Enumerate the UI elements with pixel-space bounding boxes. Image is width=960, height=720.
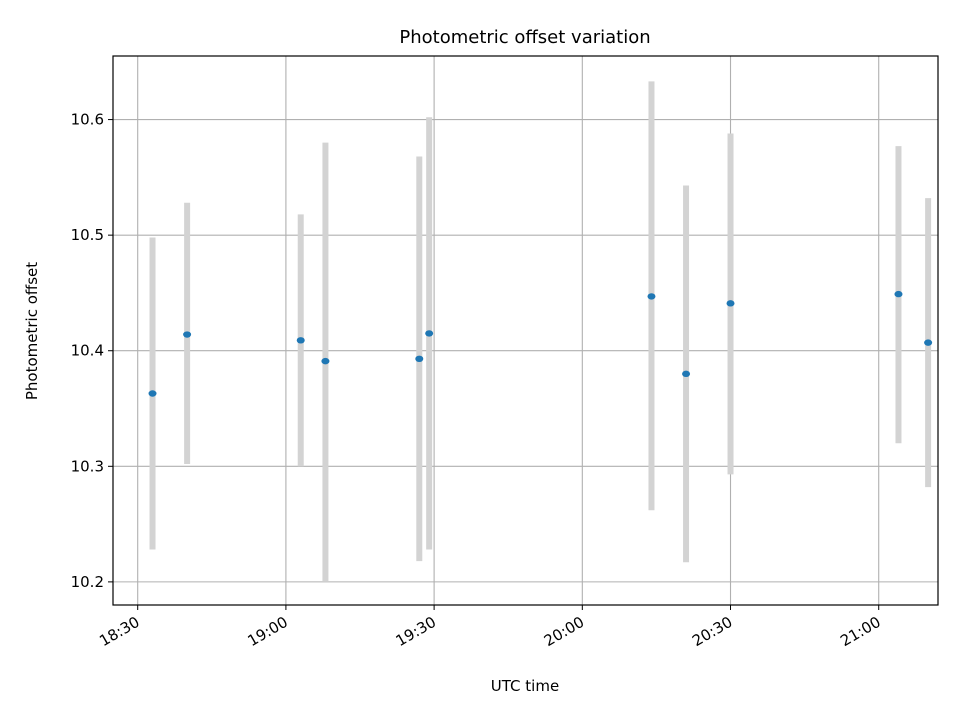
x-tick-label: 20:00 <box>541 613 587 650</box>
x-tick-label: 20:30 <box>689 613 735 650</box>
error-bars <box>149 81 932 582</box>
data-point <box>894 290 903 298</box>
data-point <box>425 330 434 337</box>
x-tick-label: 21:00 <box>837 613 883 650</box>
data-point <box>647 293 656 300</box>
y-axis-label: Photometric offset <box>23 262 41 400</box>
y-axis: 10.2 10.3 10.4 10.5 10.6 <box>71 111 113 591</box>
x-tick-label: 19:30 <box>393 613 439 650</box>
x-axis-label: UTC time <box>491 677 559 695</box>
data-point <box>415 355 424 363</box>
grid <box>113 56 938 605</box>
x-axis: 18:30 19:00 19:30 20:00 20:30 21:00 <box>96 605 884 650</box>
plot-frame <box>112 55 939 606</box>
chart-title: Photometric offset variation <box>399 27 650 48</box>
y-tick-label: 10.6 <box>71 111 104 129</box>
data-point <box>183 331 192 338</box>
x-tick-label: 19:00 <box>244 613 290 650</box>
data-points <box>148 290 933 397</box>
y-tick-label: 10.3 <box>71 457 104 475</box>
data-point <box>682 370 691 378</box>
data-point <box>148 390 157 397</box>
data-point <box>321 357 330 365</box>
y-tick-label: 10.5 <box>71 226 104 244</box>
data-point <box>924 339 933 346</box>
data-point <box>726 300 735 307</box>
data-point <box>296 337 305 344</box>
y-tick-label: 10.2 <box>71 573 104 591</box>
y-tick-label: 10.4 <box>71 342 104 360</box>
x-tick-label: 18:30 <box>96 613 142 650</box>
